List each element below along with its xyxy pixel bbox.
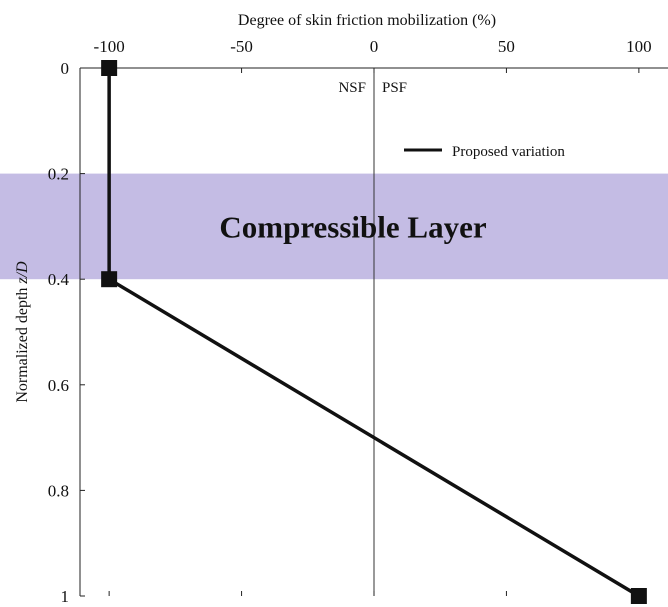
y-tick-label: 0.8 — [48, 481, 69, 500]
y-tick-label: 0.4 — [48, 270, 70, 289]
x-tick-label: 0 — [370, 37, 379, 56]
x-tick-label: 50 — [498, 37, 515, 56]
y-tick-label: 1 — [61, 587, 70, 606]
x-tick-label: -100 — [94, 37, 125, 56]
compressible-layer-band — [0, 173, 668, 280]
x-axis-title: Degree of skin friction mobilization (%) — [238, 12, 496, 29]
y-axis-title: Normalized depth z/D — [14, 261, 31, 403]
data-point-marker — [101, 271, 118, 288]
data-point-marker — [101, 60, 118, 76]
y-tick-label: 0.2 — [48, 165, 69, 184]
x-tick-label: -50 — [230, 37, 253, 56]
compressible-layer-label: Compressible Layer — [219, 209, 486, 244]
y-tick-label: 0 — [61, 59, 70, 78]
nsf-annotation: NSF — [338, 80, 366, 96]
x-tick-label: 100 — [626, 37, 652, 56]
data-point-marker — [630, 588, 647, 604]
y-tick-label: 0.6 — [48, 376, 69, 395]
psf-annotation: PSF — [382, 80, 407, 96]
legend-label: Proposed variation — [452, 144, 565, 160]
